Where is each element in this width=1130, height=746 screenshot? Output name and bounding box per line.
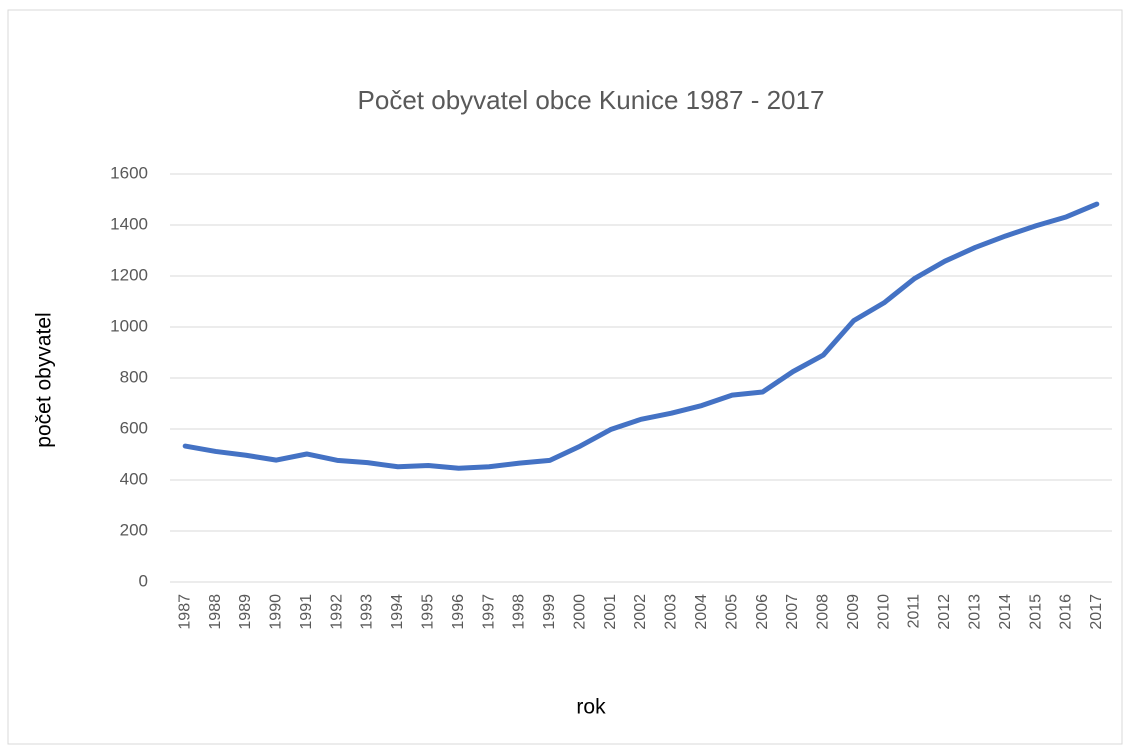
x-tick-label: 1999 <box>541 594 558 630</box>
x-tick-label: 2017 <box>1088 594 1105 630</box>
x-tick-label: 2015 <box>1027 594 1044 630</box>
x-tick-label: 1993 <box>359 594 376 630</box>
x-tick-label: 2008 <box>815 594 832 630</box>
y-tick-label: 1600 <box>110 163 148 182</box>
chart-border <box>7 9 1123 745</box>
y-tick-label: 600 <box>120 418 148 437</box>
x-tick-label: 1992 <box>328 594 345 630</box>
y-tick-label: 200 <box>120 520 148 539</box>
x-tick-label: 2006 <box>754 594 771 630</box>
x-tick-label: 2012 <box>936 594 953 630</box>
x-tick-label: 1987 <box>176 594 193 630</box>
x-tick-label: 1997 <box>480 594 497 630</box>
x-tick-label: 2000 <box>571 594 588 630</box>
y-tick-label: 800 <box>120 367 148 386</box>
x-tick-label: 2004 <box>693 594 710 630</box>
x-tick-label: 2009 <box>845 594 862 630</box>
x-tick-label: 1995 <box>420 594 437 630</box>
x-tick-label: 2016 <box>1058 594 1075 630</box>
x-tick-label: 1991 <box>298 594 315 630</box>
data-line <box>182 201 1100 471</box>
x-tick-label: 2002 <box>632 594 649 630</box>
y-tick-label: 1200 <box>110 265 148 284</box>
x-tick-label: 2005 <box>723 594 740 630</box>
x-tick-label: 1989 <box>237 594 254 630</box>
y-tick-label: 1400 <box>110 214 148 233</box>
x-tick-label: 2013 <box>966 594 983 630</box>
x-tick-label: 1998 <box>511 594 528 630</box>
x-tick-label: 2001 <box>602 594 619 630</box>
y-tick-label: 1000 <box>110 316 148 335</box>
y-tick-label: 400 <box>120 469 148 488</box>
y-axis-label: počet obyvatel <box>33 312 56 447</box>
x-tick-label: 1996 <box>450 594 467 630</box>
x-tick-label: 2014 <box>997 594 1014 630</box>
x-tick-label: 1988 <box>207 594 224 630</box>
x-axis-label: rok <box>576 696 606 719</box>
x-tick-label: 2010 <box>875 594 892 630</box>
chart-title: Počet obyvatel obce Kunice 1987 - 2017 <box>358 85 825 115</box>
x-tick-label: 2007 <box>784 594 801 630</box>
x-tick-label: 1990 <box>268 594 285 630</box>
x-tick-label: 2011 <box>906 594 923 629</box>
x-tick-label: 1994 <box>389 594 406 630</box>
y-tick-label: 0 <box>139 571 148 590</box>
x-tick-label: 2003 <box>663 594 680 630</box>
